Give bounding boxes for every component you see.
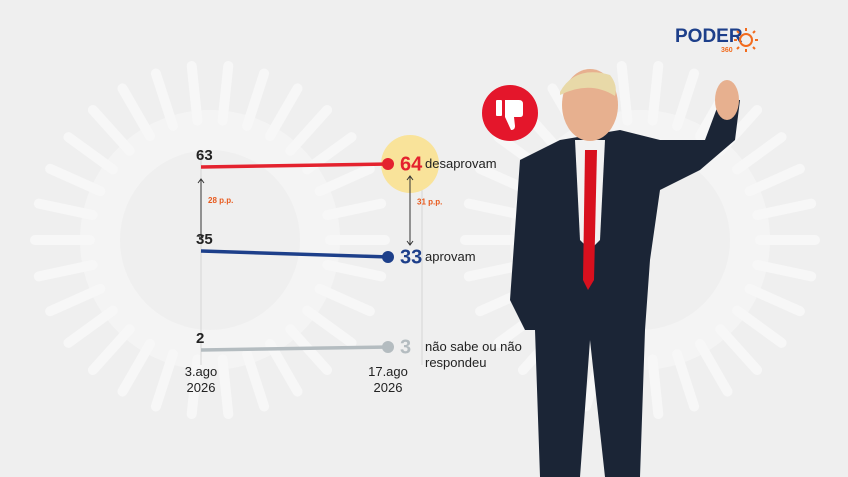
- ray: [732, 305, 787, 348]
- thumbs-down-icon: [482, 85, 538, 141]
- ray: [217, 354, 234, 420]
- arrow-head: [197, 234, 205, 240]
- series-line: [200, 249, 389, 259]
- diff-label: 31 p.p.: [417, 198, 442, 207]
- start-value: 2: [196, 330, 204, 347]
- ray: [217, 60, 234, 126]
- end-value: 3: [400, 336, 411, 358]
- ray: [752, 198, 817, 221]
- diff-label: 28 p.p.: [208, 196, 233, 205]
- ray: [150, 349, 178, 412]
- ray: [242, 349, 270, 412]
- ray: [33, 198, 98, 221]
- ray: [33, 259, 98, 282]
- series-line: [200, 345, 389, 352]
- ray: [647, 60, 664, 126]
- highlight: [381, 135, 439, 193]
- legend-label: aprovam: [425, 249, 476, 264]
- end-point: [382, 251, 394, 263]
- ray: [695, 338, 733, 397]
- ray: [150, 68, 178, 131]
- ray: [63, 305, 118, 348]
- ray: [265, 338, 303, 397]
- ray: [744, 283, 805, 317]
- arrow-head: [406, 240, 414, 246]
- end-value: 64: [400, 153, 423, 175]
- ray: [322, 198, 387, 221]
- arrow-head: [406, 175, 414, 181]
- ray: [265, 83, 303, 142]
- ray: [242, 68, 270, 131]
- ray: [463, 198, 528, 221]
- ray: [87, 324, 135, 376]
- end-value: 33: [400, 246, 422, 268]
- person-figure: [510, 69, 740, 477]
- end-point: [382, 158, 394, 170]
- brand-sun: [734, 28, 758, 52]
- brand-number: 360: [721, 47, 733, 54]
- legend-label: desaprovam: [425, 156, 497, 171]
- ray: [715, 324, 763, 376]
- sunburst: [30, 60, 820, 420]
- ray: [314, 283, 375, 317]
- ray: [63, 132, 118, 175]
- ray: [672, 68, 700, 131]
- ray: [744, 163, 805, 197]
- end-point: [382, 341, 394, 353]
- legend-label: não sabe ou não respondeu: [425, 339, 522, 370]
- ray: [616, 60, 633, 126]
- plot-area: 63 64 35 33 2 3 28 p.p. 31 p.p.: [196, 135, 442, 365]
- ray: [186, 60, 203, 126]
- ray: [45, 283, 106, 317]
- ray: [117, 338, 155, 397]
- ray: [752, 259, 817, 282]
- ray: [285, 104, 333, 156]
- ray: [732, 132, 787, 175]
- ray: [87, 104, 135, 156]
- series-line: [200, 162, 389, 169]
- ray: [186, 354, 203, 420]
- x-tick-label: 17.ago 2026: [368, 364, 408, 395]
- x-tick-label: 3.ago 2026: [184, 364, 218, 395]
- ray: [117, 83, 155, 142]
- ray: [322, 259, 387, 282]
- ray: [672, 349, 700, 412]
- ray: [45, 163, 106, 197]
- start-value: 35: [196, 231, 213, 248]
- ray: [647, 354, 664, 420]
- start-value: 63: [196, 147, 213, 164]
- ray: [302, 305, 357, 348]
- brand-name: PODER: [675, 26, 743, 47]
- arrow-head: [197, 178, 205, 184]
- ray: [314, 163, 375, 197]
